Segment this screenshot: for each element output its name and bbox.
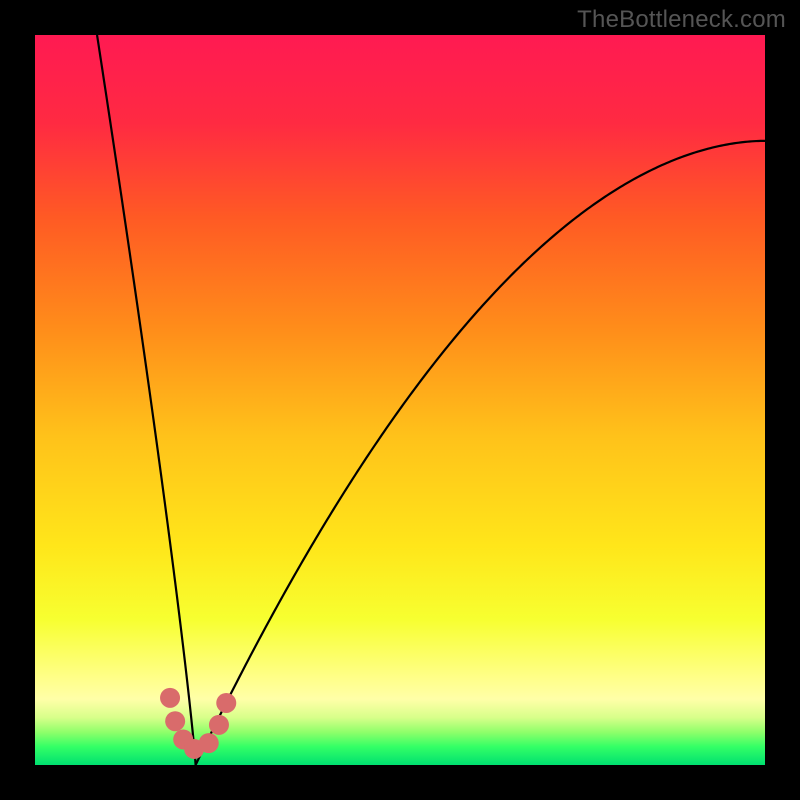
cusp-dot [216,693,236,713]
bottleneck-curve [97,35,765,765]
cusp-dot [160,688,180,708]
cusp-dot [165,711,185,731]
cusp-dots-group [160,688,236,759]
cusp-dot [199,733,219,753]
cusp-dot [209,715,229,735]
watermark-text: TheBottleneck.com [577,6,786,34]
plot-area [35,35,765,765]
chart-container: TheBottleneck.com [0,0,800,800]
curve-layer [35,35,765,765]
